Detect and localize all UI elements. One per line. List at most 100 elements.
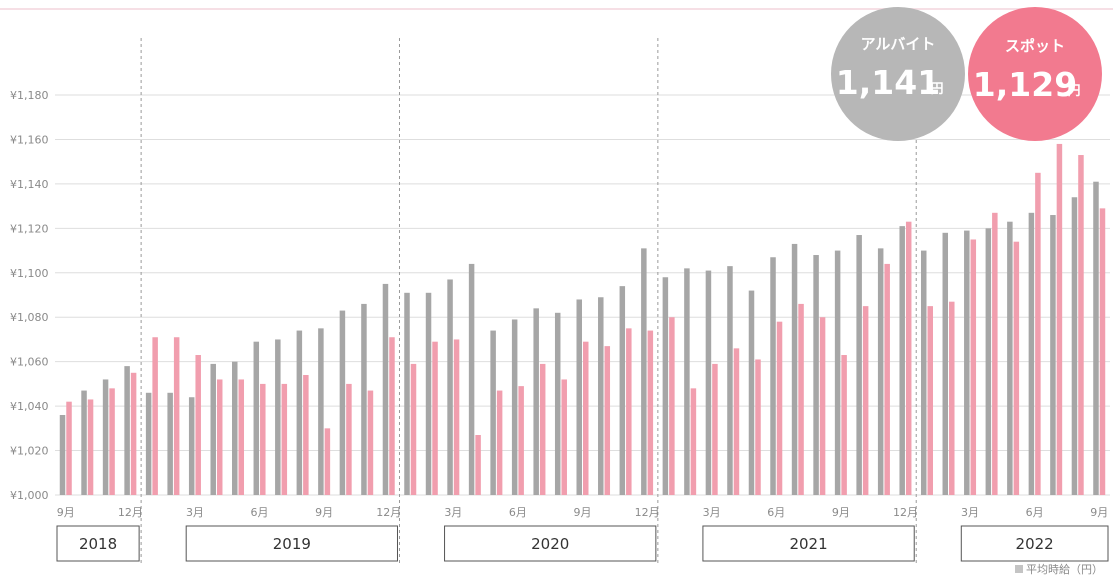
bar-spot xyxy=(798,303,804,495)
x-tick-label: 3月 xyxy=(703,506,721,519)
bars xyxy=(59,143,1106,496)
bar-spot xyxy=(518,386,524,495)
x-tick-label: 9月 xyxy=(1090,506,1108,519)
bar-arubaito xyxy=(1093,181,1099,495)
bar-spot xyxy=(733,348,740,495)
bar-spot xyxy=(561,379,567,495)
bar-arubaito xyxy=(554,312,561,495)
bar-spot xyxy=(604,346,611,495)
bar-arubaito xyxy=(834,250,841,495)
x-tick-label: 6月 xyxy=(251,506,269,519)
bar-arubaito xyxy=(770,257,776,495)
badge-unit: 円 xyxy=(930,82,943,97)
y-tick-label: ¥1,120 xyxy=(10,222,49,235)
badge-title: アルバイト xyxy=(861,35,936,53)
bar-arubaito xyxy=(253,341,260,495)
bar-arubaito xyxy=(1028,212,1035,495)
footnote-swatch xyxy=(1015,565,1023,573)
bar-arubaito xyxy=(576,299,582,495)
y-tick-label: ¥1,060 xyxy=(10,356,49,369)
y-tick-label: ¥1,100 xyxy=(10,267,49,280)
bar-arubaito xyxy=(124,366,130,495)
badge-value: 1,129 xyxy=(973,65,1077,104)
year-box-frame xyxy=(702,525,915,562)
bar-spot xyxy=(647,330,654,495)
bar-spot xyxy=(260,383,266,495)
bar-arubaito xyxy=(511,319,518,495)
bar-spot xyxy=(109,388,115,495)
bar-spot xyxy=(669,317,675,495)
year-box: 2019 xyxy=(185,525,398,562)
bar-spot xyxy=(87,399,94,495)
bar-spot xyxy=(970,239,977,495)
bar-arubaito xyxy=(382,283,389,495)
y-tick-label: ¥1,080 xyxy=(10,311,49,324)
bar-spot xyxy=(1078,155,1084,495)
bar-spot xyxy=(496,390,503,495)
bar-arubaito xyxy=(727,266,733,495)
bar-arubaito xyxy=(318,328,324,495)
badge-title: スポット xyxy=(1005,37,1065,55)
y-tick-label: ¥1,140 xyxy=(10,178,49,191)
y-tick-label: ¥1,160 xyxy=(10,133,49,146)
bar-spot xyxy=(324,428,331,495)
bar-spot xyxy=(475,435,481,495)
year-box: 2022 xyxy=(960,525,1109,562)
bar-arubaito xyxy=(598,297,604,495)
bar-spot xyxy=(1035,172,1041,495)
bar-arubaito xyxy=(662,277,669,495)
bar-arubaito xyxy=(1071,197,1078,495)
bar-spot xyxy=(195,355,201,495)
bar-arubaito xyxy=(102,379,109,495)
bar-spot xyxy=(281,383,288,495)
bar-arubaito xyxy=(232,361,238,495)
year-boxes: 2018 2019 2020 2021 2022 xyxy=(56,525,1109,562)
x-tick-label: 12月 xyxy=(893,506,918,519)
bar-arubaito xyxy=(81,390,87,495)
bar-spot xyxy=(884,263,890,495)
x-tick-label: 3月 xyxy=(444,506,462,519)
bar-spot xyxy=(776,321,783,495)
x-tick-label: 12月 xyxy=(376,506,401,519)
bar-spot xyxy=(432,341,438,495)
bar-arubaito xyxy=(339,310,346,495)
footnote: 平均時給（円） xyxy=(1015,562,1103,576)
year-box: 2018 xyxy=(56,525,140,562)
y-axis-labels: ¥1,000 ¥1,020 ¥1,040 ¥1,060 ¥1,080 ¥1,100 ¥1,1… xyxy=(10,89,49,502)
bar-arubaito xyxy=(641,248,647,495)
year-label: 2019 xyxy=(273,535,311,553)
bar-arubaito xyxy=(619,286,626,495)
bar-spot xyxy=(539,363,546,495)
bar-arubaito xyxy=(877,248,884,495)
bar-spot xyxy=(216,379,223,495)
bar-spot xyxy=(712,363,718,495)
bar-spot xyxy=(367,390,374,495)
bar-spot xyxy=(173,337,180,495)
year-box: 2020 xyxy=(444,525,657,562)
bar-arubaito xyxy=(361,303,367,495)
bar-arubaito xyxy=(490,330,496,495)
bar-arubaito xyxy=(1050,215,1056,495)
bar-arubaito xyxy=(748,290,755,495)
bar-spot xyxy=(1099,208,1106,495)
y-tick-label: ¥1,020 xyxy=(10,445,49,458)
bar-arubaito xyxy=(533,308,539,495)
bar-arubaito xyxy=(920,250,927,495)
bar-arubaito xyxy=(705,270,712,495)
bar-arubaito xyxy=(684,268,690,495)
bar-arubaito xyxy=(791,243,798,495)
year-label: 2018 xyxy=(79,535,117,553)
bar-arubaito xyxy=(447,279,453,495)
bar-spot xyxy=(238,379,245,495)
x-tick-label: 9月 xyxy=(315,506,333,519)
bar-arubaito xyxy=(296,330,303,495)
bar-spot xyxy=(346,383,352,495)
bar-spot xyxy=(66,401,72,495)
bar-arubaito xyxy=(210,363,216,495)
bar-arubaito xyxy=(964,230,970,495)
bar-spot xyxy=(303,375,309,495)
bar-spot xyxy=(583,341,589,495)
year-label: 2020 xyxy=(531,535,569,553)
x-tick-label: 3月 xyxy=(961,506,979,519)
